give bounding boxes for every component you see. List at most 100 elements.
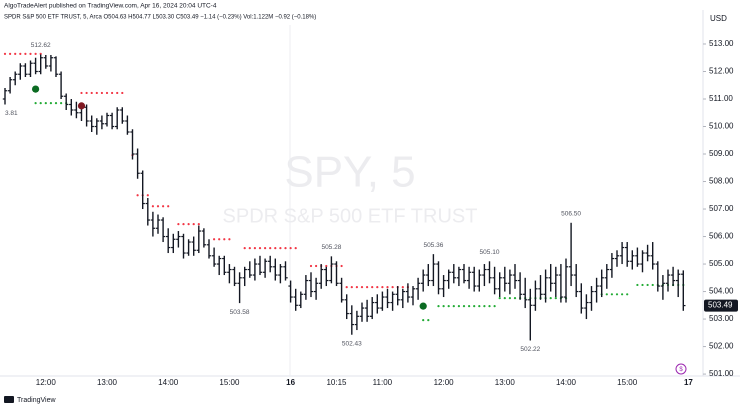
stop-dot (503, 297, 506, 300)
stop-dot (177, 223, 180, 226)
stop-dot (452, 305, 455, 308)
stop-dot (549, 297, 552, 300)
stop-dot (19, 52, 22, 55)
signal (77, 102, 86, 110)
price-annotation: 502.43 (342, 340, 362, 347)
time-label: 10:15 (326, 378, 347, 387)
stop-dot (350, 286, 353, 289)
stop-dot (422, 319, 425, 322)
stop-dot (24, 52, 27, 55)
stop-dot (325, 264, 328, 268)
event-icon-glyph: $ (679, 367, 683, 373)
legend: SPDR S&P 500 ETF TRUST, 5, Arca O504.63 … (4, 15, 316, 21)
time-label: 15:00 (617, 378, 638, 387)
time-label: 12:00 (36, 378, 57, 387)
price-label: 513.00 (709, 39, 734, 48)
price-label: 507.00 (709, 204, 734, 213)
time-label: 13:00 (97, 378, 118, 387)
stop-dot (223, 238, 226, 241)
watermark-name: SPDR S&P 500 ETF TRUST (223, 205, 478, 227)
stop-dot (60, 102, 63, 105)
time-label: 12:00 (434, 378, 455, 387)
footer-logo (4, 396, 14, 403)
price-label: 503.00 (709, 314, 734, 323)
stop-dot (248, 246, 251, 250)
time-label: 16 (286, 378, 295, 387)
stop-dot (315, 264, 318, 268)
stop-dot (111, 91, 114, 95)
price-annotation: 505.28 (321, 244, 341, 251)
stop-dot (136, 194, 139, 197)
price-label: 505.00 (709, 259, 734, 268)
stop-dot (483, 305, 486, 308)
watermark-symbol: SPY, 5 (284, 148, 415, 197)
stop-dot (493, 305, 496, 308)
stop-dot (442, 305, 445, 308)
stop-dot (641, 283, 644, 287)
signal (419, 302, 427, 310)
stop-dot (513, 297, 517, 300)
stop-dot (626, 293, 629, 296)
price-label: 501.00 (709, 369, 734, 378)
price-annotation: 3.81 (5, 110, 18, 117)
stop-dot (488, 305, 491, 308)
stop-dot (269, 246, 272, 250)
stop-dot (253, 246, 256, 250)
stop-dot (29, 52, 32, 55)
last-price-label: 503.49 (708, 301, 733, 310)
stop-dot (457, 305, 460, 308)
stop-dot (274, 246, 277, 250)
stop-dot (243, 246, 246, 250)
stop-dot (54, 102, 58, 105)
price-annotation: 503.58 (230, 309, 250, 316)
stop-dot (116, 91, 119, 95)
stop-dot (9, 52, 12, 55)
stop-dot (156, 205, 160, 208)
price-label: 506.00 (709, 232, 734, 241)
stop-dot (621, 293, 624, 296)
time-label: 17 (684, 378, 693, 387)
stop-dot (294, 246, 297, 250)
price-label: 511.00 (709, 94, 733, 103)
stop-dot (121, 91, 124, 95)
last-price-box (704, 299, 738, 312)
stop-dot (182, 223, 185, 226)
stop-dot (447, 305, 450, 308)
stop-dot (39, 102, 42, 105)
stop-dot (366, 286, 369, 289)
stop-dot (309, 264, 313, 268)
event-icon[interactable] (675, 363, 687, 375)
stop-dot (355, 286, 358, 289)
signal (31, 85, 40, 93)
stop-dot (228, 238, 231, 241)
price-annotation: 506.50 (561, 211, 581, 218)
stop-dot (437, 305, 440, 308)
stop-dot (95, 91, 98, 95)
stop-dot (289, 246, 292, 250)
stop-dot (85, 91, 88, 95)
stop-dot (197, 223, 200, 226)
stop-dot (391, 286, 394, 289)
stop-dot (14, 52, 17, 55)
stop-dot (605, 293, 608, 296)
stop-dot (187, 223, 190, 226)
stop-dot (508, 297, 511, 300)
stop-dot (44, 102, 47, 105)
stop-dot (90, 91, 93, 95)
time-label: 15:00 (219, 378, 240, 387)
stop-dot (345, 286, 348, 289)
stop-dot (478, 305, 481, 308)
time-label: 11:00 (373, 378, 393, 387)
stop-dot (386, 286, 389, 289)
stop-dot (468, 305, 471, 308)
price-annotation: 505.36 (423, 242, 443, 249)
currency: USD (710, 14, 727, 23)
stop-dot (105, 91, 109, 95)
stop-dot (218, 238, 221, 241)
stop-dot (381, 286, 384, 289)
price-label: 509.00 (709, 149, 734, 158)
stop-dot (427, 319, 430, 322)
stop-dot (651, 283, 654, 287)
